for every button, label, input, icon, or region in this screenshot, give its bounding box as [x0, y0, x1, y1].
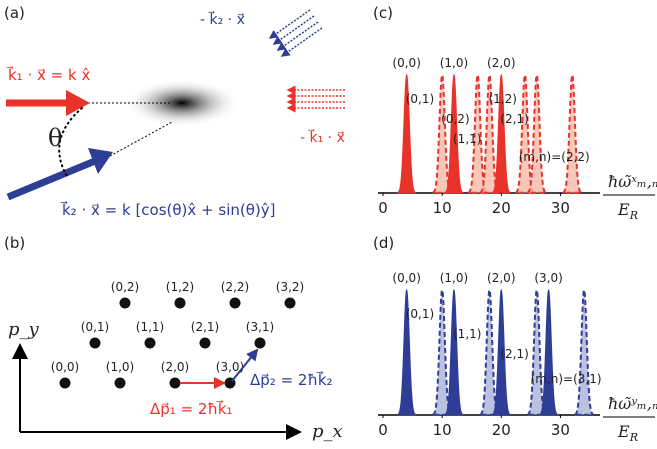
peak: [491, 73, 511, 194]
x-tick-label: 20: [492, 199, 511, 217]
px-label: p_x: [312, 421, 343, 442]
peak-label: (1,2): [488, 92, 516, 106]
axis-label-top: ħω̃ʸₘ,ₙ: [608, 394, 657, 413]
reflected-k2-beams: [268, 9, 323, 57]
peak-label: (2,0): [487, 56, 515, 70]
panel-label: (d): [373, 234, 394, 252]
peak-label: (0,2): [441, 112, 469, 126]
peak: [574, 287, 594, 416]
peak: [515, 72, 535, 194]
minus-k2-label: - k⃗₂ · x⃗: [200, 10, 245, 28]
peak-label: (2,1): [500, 112, 528, 126]
peak: [491, 288, 511, 416]
axis-label-letter: E: [617, 422, 630, 441]
k1-arrowhead: [66, 90, 90, 116]
k2-arrowhead: [88, 148, 113, 174]
peak: [397, 73, 417, 194]
peak-label: (m,n)=(3,1): [531, 372, 602, 386]
lattice-point: [199, 337, 211, 349]
x-tick-label: 20: [492, 421, 511, 439]
x-tick-label: 0: [378, 421, 388, 439]
peak: [444, 288, 464, 416]
x-tick-label: 30: [551, 199, 570, 217]
dp2-label: Δp⃗₂ = 2ħk⃗₂: [250, 370, 333, 389]
peak-label: (1,1): [453, 132, 481, 146]
axis-label-top: ħω̃ˣₘ,ₙ: [608, 172, 657, 191]
reflected-k1-beams: [286, 85, 345, 113]
panel-label: (a): [4, 4, 25, 22]
peak-label: (1,1): [453, 327, 481, 341]
peak: [444, 73, 464, 194]
lattice-label: (1,2): [166, 280, 194, 294]
beam-path: [109, 121, 173, 157]
lattice-label: (1,1): [136, 320, 164, 334]
atom-cloud: [124, 79, 240, 127]
axis-label-bottom: ER: [617, 200, 638, 222]
axis-label-sub: R: [629, 431, 638, 444]
peak: [397, 288, 417, 416]
peak-label: (3,0): [534, 271, 562, 285]
angle-arc: [58, 107, 83, 179]
lattice-label: (3,1): [246, 320, 274, 334]
x-tick-label: 0: [378, 199, 388, 217]
k1-label: k⃗₁ · x⃗ = k x̂: [6, 65, 91, 84]
lattice-label: (0,1): [81, 320, 109, 334]
theta: θ: [48, 124, 62, 152]
peak-label: (2,1): [500, 347, 528, 361]
peak: [562, 72, 582, 194]
lattice-point: [169, 377, 181, 389]
lattice-point: [144, 337, 156, 349]
lattice-label: (0,0): [51, 360, 79, 374]
lattice-point: [59, 377, 71, 389]
spectra: (c) 0 10 20 30 (0,0) (0,1) (1,0) (0,2) (1,1) (2,0)…: [373, 4, 657, 444]
axis-label-letter: E: [617, 200, 630, 219]
x-tick-label: 10: [433, 421, 452, 439]
peak-label: (1,0): [440, 56, 468, 70]
lattice-label: (2,1): [191, 320, 219, 334]
lattice-point: [174, 297, 186, 309]
peak: [539, 288, 559, 416]
lattice-label: (3,0): [216, 360, 244, 374]
peak: [527, 72, 547, 194]
x-tick-label: 10: [433, 199, 452, 217]
x-tick-label: 30: [551, 421, 570, 439]
peak: [479, 72, 500, 194]
lattice-point: [284, 297, 296, 309]
lattice-point: [229, 297, 241, 309]
minus-k1-label: - k⃗₁ · x⃗: [300, 128, 345, 146]
panel-label: (c): [373, 4, 393, 22]
lattice-label: (0,2): [111, 280, 139, 294]
k2-label: k⃗₂ · x⃗ = k [cos(θ)x̂ + sin(θ)ŷ]: [60, 200, 276, 219]
dp1-label: Δp⃗₁ = 2ħk⃗₁: [150, 399, 233, 418]
lattice-point: [89, 337, 101, 349]
k2-arrow: [6, 157, 97, 201]
panel-label: (b): [4, 234, 25, 252]
lattice-point: [114, 377, 126, 389]
lattice-point: [254, 337, 266, 349]
dp2-arrow: [231, 348, 259, 382]
lattice-label: (2,0): [161, 360, 189, 374]
axis-label-bottom: ER: [617, 422, 638, 444]
lattice-label: (2,2): [221, 280, 249, 294]
peak: [432, 72, 452, 194]
peak-label: (0,0): [392, 56, 420, 70]
peak-label: (0,1): [406, 92, 434, 106]
lattice-label: (1,0): [106, 360, 134, 374]
lattice-point: [119, 297, 131, 309]
lattice: (0,0) (1,0) (2,0) (3,0) (0,1) (1,1) (2,1) (3,1)…: [51, 280, 304, 389]
peak-label: (0,1): [406, 307, 434, 321]
peak-label: (1,0): [440, 271, 468, 285]
peak-label: (m,n)=(2,2): [519, 150, 590, 164]
peak-label: (0,0): [392, 271, 420, 285]
peak-label: (2,0): [487, 271, 515, 285]
axis-label-sub: R: [629, 209, 638, 222]
py-label: p_y: [8, 319, 40, 340]
lattice-label: (3,2): [276, 280, 304, 294]
peak: [467, 72, 488, 194]
